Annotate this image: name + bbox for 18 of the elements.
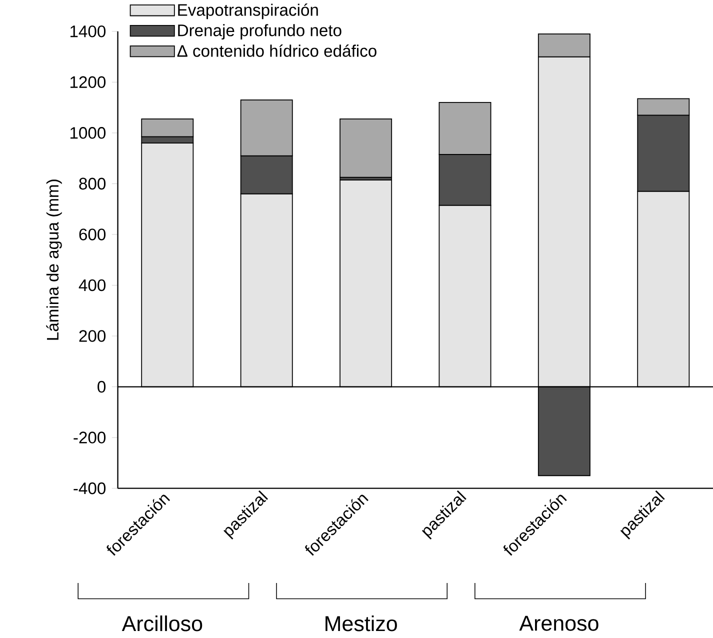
text: Mestizo — [326, 615, 397, 632]
bar — [340, 118, 392, 178]
y-tick-label: 400 — [78, 279, 106, 291]
y-tick-label: 1400 — [70, 25, 106, 38]
y-tick-label: -400 — [74, 482, 106, 494]
text: Arcilloso — [122, 615, 202, 632]
y-tick-label: 0 — [98, 380, 106, 392]
y-axis-title: Lámina de agua (mm) — [46, 180, 62, 340]
y-tick-label: 200 — [79, 330, 106, 342]
legend-label: Drenaje profundo neto — [178, 24, 342, 40]
y-tick-label: 1200 — [70, 76, 106, 88]
y-tick-label: 1000 — [70, 126, 106, 139]
legend-label: Δ contenido hídrico edáfico — [177, 44, 376, 57]
y-tick-label: -200 — [74, 431, 106, 444]
text: Arenoso — [519, 616, 598, 631]
legend-label: Evapotranspiración — [178, 3, 318, 19]
y-tick-label: 800 — [79, 178, 106, 190]
y-tick-label: 600 — [79, 228, 106, 240]
